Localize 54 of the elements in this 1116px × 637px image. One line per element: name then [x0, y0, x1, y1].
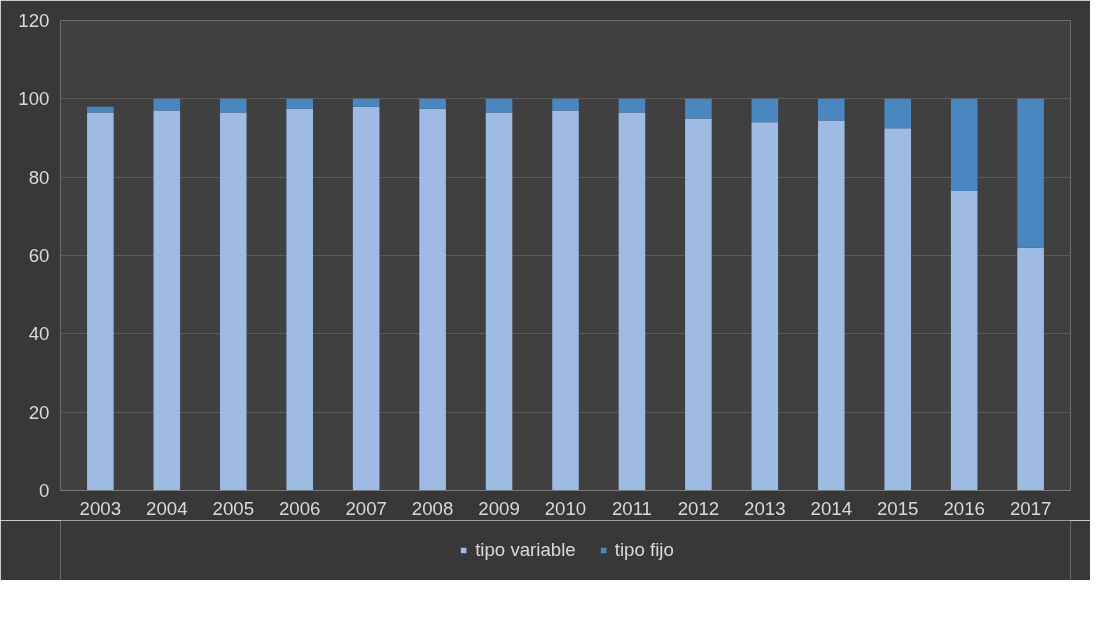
- x-tick-label: 2014: [810, 497, 853, 519]
- bar: [87, 106, 114, 113]
- x-tick-label: 2003: [79, 497, 122, 519]
- bar: [685, 98, 712, 119]
- y-tick-label: 0: [39, 480, 50, 501]
- y-tick-label: 120: [18, 10, 50, 31]
- bar: [685, 118, 712, 491]
- y-tick-label: 80: [28, 166, 50, 188]
- bar: [751, 98, 779, 123]
- bar: [286, 98, 313, 109]
- x-tick-label: 2009: [478, 497, 520, 519]
- bar: [751, 122, 779, 491]
- bar: [884, 98, 912, 129]
- bar: [219, 112, 247, 491]
- x-tick-label: 2007: [345, 497, 387, 519]
- bar: [352, 106, 380, 491]
- bar: [419, 98, 446, 109]
- x-tick-label: 2005: [212, 497, 255, 519]
- bar: [818, 98, 845, 121]
- bar: [153, 98, 181, 111]
- bar: [153, 110, 181, 491]
- bar: [1017, 247, 1044, 491]
- x-tick-label: 2006: [278, 497, 321, 519]
- x-tick-label: 2011: [611, 497, 653, 519]
- bar: [485, 112, 513, 491]
- x-tick-label: 2017: [1009, 497, 1052, 519]
- bar: [950, 190, 978, 491]
- legend-label: tipo variable: [475, 539, 576, 561]
- bar: [219, 98, 247, 113]
- bar: [552, 110, 579, 491]
- x-tick-label: 2004: [146, 497, 188, 519]
- bar: [950, 98, 978, 191]
- bar: [1017, 98, 1044, 248]
- bar: [618, 112, 646, 491]
- bar: [552, 98, 579, 111]
- y-tick-label: 100: [18, 88, 50, 110]
- x-tick-label: 2012: [677, 497, 720, 519]
- bar: [485, 98, 513, 113]
- y-tick-label: 40: [28, 323, 50, 345]
- bar: [286, 108, 313, 491]
- x-tick-label: 2015: [876, 497, 919, 519]
- bar: [618, 98, 646, 113]
- x-tick-label: 2008: [411, 497, 454, 519]
- legend-label: tipo fijo: [614, 539, 674, 561]
- y-tick-label: 60: [28, 245, 50, 266]
- bar: [87, 112, 114, 491]
- bar: [419, 108, 446, 491]
- bar: [818, 120, 845, 491]
- x-tick-label: 2013: [744, 497, 786, 519]
- bar: [352, 98, 380, 107]
- x-tick-label: 2016: [943, 497, 985, 519]
- bar: [884, 128, 912, 491]
- x-tick-label: 2010: [544, 497, 587, 519]
- y-tick-label: 20: [28, 401, 50, 423]
